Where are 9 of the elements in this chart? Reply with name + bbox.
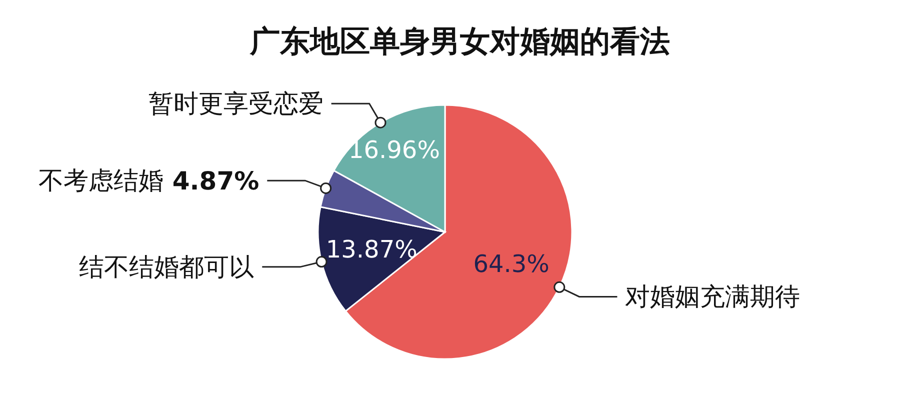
slice-label: 结不结婚都可以 [79,252,254,282]
slice-label: 暂时更享受恋爱 [148,89,324,118]
data-label: 64.3% [473,250,550,278]
slice-label: 对婚姻充满期待 [625,282,800,312]
data-label: 4.87% [164,166,260,196]
data-label: 13.87% [326,235,418,264]
chart-title: 广东地区单身男女对婚姻的看法 [249,24,670,60]
data-label: 16.96% [348,136,440,164]
slice-label: 不考虑结婚 [38,166,164,196]
